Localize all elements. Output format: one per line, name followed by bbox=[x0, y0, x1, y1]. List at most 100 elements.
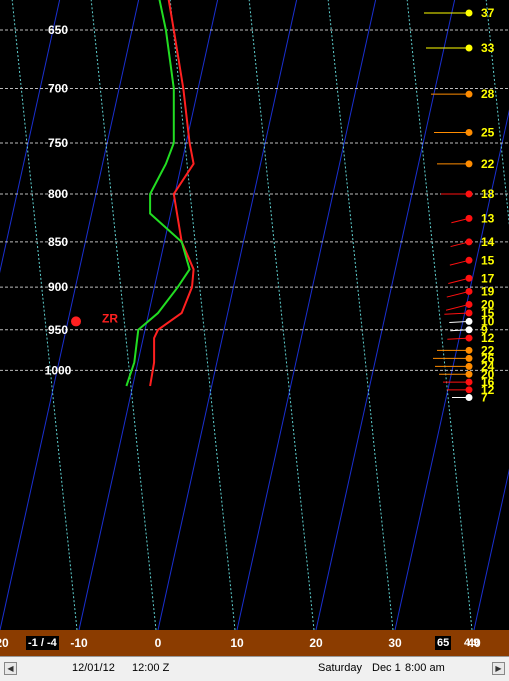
status-local-time: 8:00 am bbox=[405, 662, 445, 674]
isotherm-line bbox=[315, 0, 456, 630]
wind-barb bbox=[445, 303, 470, 311]
wind-dot bbox=[465, 386, 473, 394]
sounding-trace bbox=[125, 0, 191, 387]
pressure-tick-label: 750 bbox=[48, 136, 68, 150]
wind-speed-label: 16 bbox=[481, 375, 495, 389]
status-day: Saturday bbox=[318, 662, 363, 674]
wind-speed-label: 26 bbox=[481, 351, 495, 365]
isotherm-line bbox=[78, 0, 219, 630]
wind-speed-label: 19 bbox=[481, 284, 495, 298]
readout-box: -1 / -4 bbox=[26, 636, 59, 650]
wind-barb bbox=[447, 337, 470, 340]
zr-marker-dot bbox=[71, 316, 81, 327]
status-date: 12/01/12 bbox=[72, 662, 115, 674]
right-readout-box: 65 bbox=[435, 636, 452, 650]
wind-speed-label: 14 bbox=[481, 235, 495, 249]
wind-dot bbox=[465, 334, 473, 342]
wind-column: 3733282522181314151719201510912222624201… bbox=[424, 6, 495, 404]
wind-barb bbox=[448, 277, 470, 284]
temperature-axis: -20 -10 0 10 20 30 40 -1 / -4 65 4 9 bbox=[0, 630, 509, 656]
isotherm-line bbox=[236, 0, 377, 630]
wind-dot bbox=[465, 317, 473, 325]
wind-speed-label: 15 bbox=[481, 306, 495, 320]
wind-dot bbox=[465, 90, 473, 98]
wind-speed-label: 37 bbox=[481, 6, 495, 20]
pressure-tick-label: 650 bbox=[48, 23, 68, 37]
dry-adiabat-line bbox=[169, 0, 236, 630]
isobar-lines: 650 700 750 800 850 900 950 1000 bbox=[0, 23, 509, 377]
wind-dot bbox=[465, 44, 473, 52]
wind-dot bbox=[465, 362, 473, 370]
zr-marker: ZR bbox=[71, 311, 118, 327]
wind-speed-label: 7 bbox=[481, 390, 488, 404]
wind-speed-label: 20 bbox=[481, 367, 495, 381]
wind-speed-label: 9 bbox=[481, 323, 488, 337]
wind-dot bbox=[465, 256, 473, 264]
wind-barb bbox=[444, 312, 470, 315]
wind-dot bbox=[465, 160, 473, 168]
wind-speed-label: 20 bbox=[481, 297, 495, 311]
wind-speed-label: 17 bbox=[481, 271, 495, 285]
wind-dot bbox=[465, 274, 473, 282]
wind-dot bbox=[465, 300, 473, 308]
dry-adiabat-line bbox=[11, 0, 78, 630]
pressure-tick-label: 900 bbox=[48, 280, 68, 294]
right-readout-box-2: 4 9 bbox=[464, 637, 480, 649]
status-date-long: Dec 1 bbox=[372, 662, 401, 674]
wind-speed-label: 22 bbox=[481, 157, 495, 171]
wind-dot bbox=[465, 326, 473, 334]
wind-barb bbox=[446, 290, 470, 298]
sounding-traces bbox=[125, 0, 195, 387]
isotherm-line bbox=[473, 468, 509, 630]
wind-speed-label: 25 bbox=[481, 125, 495, 139]
isotherm-lines bbox=[0, 0, 509, 630]
wind-dot bbox=[465, 309, 473, 317]
chevron-right-icon[interactable]: ▶ bbox=[492, 662, 505, 675]
zr-marker-label: ZR bbox=[102, 311, 118, 325]
status-bar: ◀ ▶ 12/01/12 12:00 Z Saturday Dec 1 8:00… bbox=[0, 656, 509, 681]
wind-dot bbox=[465, 354, 473, 362]
wind-speed-label: 12 bbox=[481, 383, 495, 397]
wind-speed-label: 15 bbox=[481, 253, 495, 267]
temperature-tick-label: 0 bbox=[154, 636, 162, 650]
wind-speed-label: 13 bbox=[481, 211, 495, 225]
sounding-trace bbox=[149, 0, 195, 387]
dry-adiabat-line bbox=[248, 0, 315, 630]
wind-dot bbox=[465, 128, 473, 136]
wind-speed-label: 28 bbox=[481, 87, 495, 101]
wind-dot bbox=[465, 238, 473, 246]
temperature-tick-label: 30 bbox=[388, 636, 402, 650]
wind-dot bbox=[465, 370, 473, 378]
chevron-left-icon[interactable]: ◀ bbox=[4, 662, 17, 675]
pressure-tick-label: 800 bbox=[48, 187, 68, 201]
wind-speed-label: 12 bbox=[481, 331, 495, 345]
pressure-tick-label: 700 bbox=[48, 82, 68, 96]
temperature-tick-label: -20 bbox=[0, 636, 9, 650]
dry-adiabat-line bbox=[406, 0, 473, 630]
pressure-tick-label: 850 bbox=[48, 235, 68, 249]
pressure-tick-label: 950 bbox=[48, 323, 68, 337]
wind-speed-label: 24 bbox=[481, 359, 495, 373]
isotherm-line bbox=[0, 0, 61, 274]
isotherm-line bbox=[0, 0, 140, 630]
status-time: 12:00 Z bbox=[132, 662, 170, 674]
wind-dot bbox=[465, 9, 473, 17]
isotherm-line bbox=[157, 0, 298, 630]
dry-adiabat-line bbox=[90, 0, 157, 630]
wind-speed-label: 10 bbox=[481, 314, 495, 328]
wind-dot bbox=[465, 393, 473, 401]
temperature-tick-label: 40 bbox=[467, 636, 481, 650]
wind-speed-label: 18 bbox=[481, 187, 495, 201]
pressure-tick-label: 1000 bbox=[45, 363, 72, 377]
isotherm-line bbox=[394, 109, 509, 630]
wind-dot bbox=[465, 346, 473, 354]
wind-dot bbox=[465, 190, 473, 198]
temperature-tick-label: 10 bbox=[230, 636, 244, 650]
wind-speed-label: 33 bbox=[481, 41, 495, 55]
dry-adiabat-lines bbox=[11, 0, 509, 630]
wind-dot bbox=[465, 214, 473, 222]
dry-adiabat-line bbox=[327, 0, 394, 630]
wind-dot bbox=[465, 378, 473, 386]
temperature-tick-label: -10 bbox=[70, 636, 88, 650]
temperature-tick-label: 20 bbox=[309, 636, 323, 650]
